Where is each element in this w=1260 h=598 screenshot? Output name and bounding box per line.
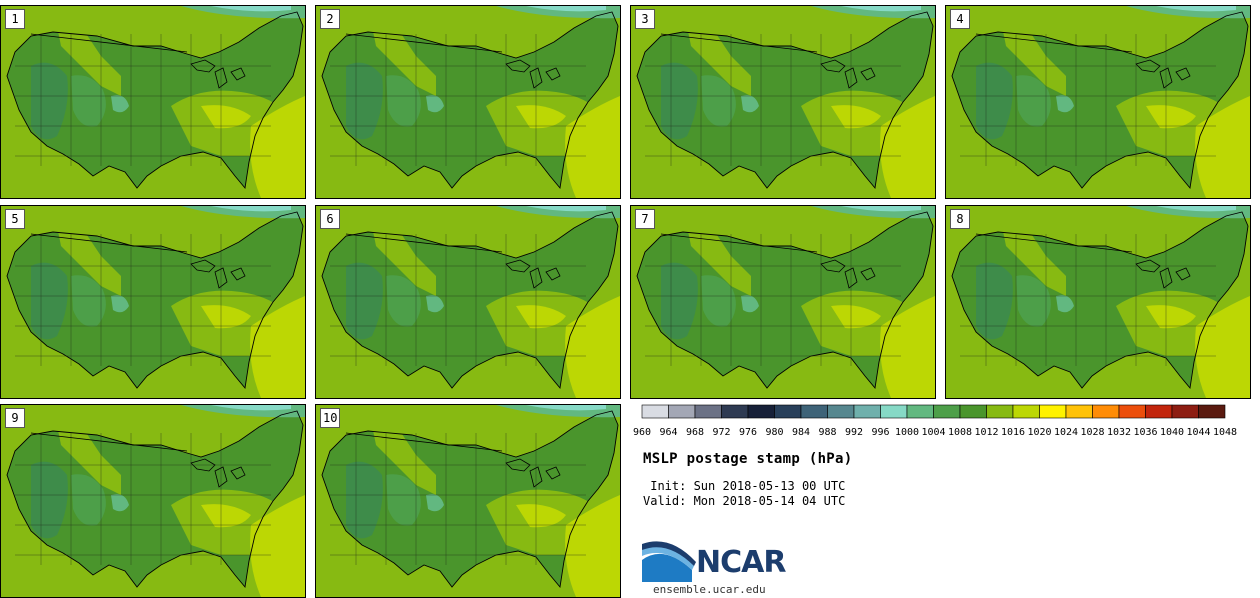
colorbar-tick-label: 1028 bbox=[1080, 427, 1104, 438]
colorbar-tick-label: 992 bbox=[845, 427, 863, 438]
colorbar-swatch bbox=[1171, 404, 1199, 419]
panel-number: 1 bbox=[5, 9, 25, 29]
mslp-map bbox=[631, 206, 935, 398]
panel-number: 9 bbox=[5, 408, 25, 428]
colorbar-tick-label: 1016 bbox=[1001, 427, 1025, 438]
colorbar: 960 964 968 972 976 980 984 988 992 996 1000 1004 10… bbox=[633, 404, 1250, 439]
colorbar-tick-label: 1032 bbox=[1107, 427, 1131, 438]
colorbar-tick-label: 1004 bbox=[921, 427, 945, 438]
colorbar-swatch bbox=[1039, 404, 1067, 419]
colorbar-swatch bbox=[668, 404, 696, 419]
colorbar-tick-label: 964 bbox=[659, 427, 677, 438]
postage-stamp-panel[interactable]: 7 bbox=[630, 205, 936, 399]
postage-stamp-panel[interactable]: 3 bbox=[630, 5, 936, 199]
postage-stamp-panel[interactable]: 6 bbox=[315, 205, 621, 399]
mslp-map bbox=[316, 6, 620, 198]
panel-number: 7 bbox=[635, 209, 655, 229]
mslp-map bbox=[1, 6, 305, 198]
valid-time: Valid: Mon 2018-05-14 04 UTC bbox=[643, 494, 846, 508]
colorbar-svg: 960 964 968 972 976 980 984 988 992 996 1000 1004 10… bbox=[633, 404, 1237, 438]
colorbar-swatch bbox=[1118, 404, 1146, 419]
site-url[interactable]: ensemble.ucar.edu bbox=[653, 583, 766, 596]
colorbar-swatch bbox=[1198, 404, 1226, 419]
colorbar-swatch bbox=[986, 404, 1014, 419]
init-time: Init: Sun 2018-05-13 00 UTC bbox=[643, 479, 846, 493]
colorbar-swatch bbox=[933, 404, 961, 419]
colorbar-tick-label: 968 bbox=[686, 427, 704, 438]
postage-stamp-panel[interactable]: 2 bbox=[315, 5, 621, 199]
colorbar-tick-label: 1048 bbox=[1213, 427, 1237, 438]
panel-number: 5 bbox=[5, 209, 25, 229]
postage-stamp-panel[interactable]: 9 bbox=[0, 404, 306, 598]
colorbar-tick-label: 1000 bbox=[895, 427, 919, 438]
panel-number: 10 bbox=[320, 408, 341, 428]
colorbar-swatch bbox=[853, 404, 881, 419]
ncar-logo-text: NCAR bbox=[696, 545, 786, 580]
postage-stamp-panel[interactable]: 8 bbox=[945, 205, 1251, 399]
colorbar-swatch bbox=[1092, 404, 1120, 419]
mslp-map bbox=[316, 206, 620, 398]
colorbar-swatch bbox=[1065, 404, 1093, 419]
colorbar-swatch bbox=[1012, 404, 1040, 419]
colorbar-tick-label: 972 bbox=[712, 427, 730, 438]
colorbar-swatch bbox=[880, 404, 908, 419]
postage-stamp-panel[interactable]: 1 bbox=[0, 5, 306, 199]
colorbar-tick-label: 996 bbox=[871, 427, 889, 438]
colorbar-tick-label: 1036 bbox=[1133, 427, 1157, 438]
postage-stamp-panel[interactable]: 5 bbox=[0, 205, 306, 399]
colorbar-tick-label: 1008 bbox=[948, 427, 972, 438]
colorbar-tick-label: 1044 bbox=[1186, 427, 1210, 438]
colorbar-tick-label: 984 bbox=[792, 427, 810, 438]
colorbar-swatch bbox=[906, 404, 934, 419]
colorbar-swatch bbox=[747, 404, 775, 419]
colorbar-swatch bbox=[827, 404, 855, 419]
colorbar-tick-label: 1040 bbox=[1160, 427, 1184, 438]
panel-number: 2 bbox=[320, 9, 340, 29]
colorbar-tick-label: 1024 bbox=[1054, 427, 1078, 438]
colorbar-tick-label: 988 bbox=[818, 427, 836, 438]
mslp-map bbox=[1, 405, 305, 597]
colorbar-tick-label: 1012 bbox=[974, 427, 998, 438]
ncar-logo-icon bbox=[642, 541, 696, 582]
colorbar-swatch bbox=[721, 404, 749, 419]
panel-number: 3 bbox=[635, 9, 655, 29]
mslp-map bbox=[946, 6, 1250, 198]
postage-stamp-panel[interactable]: 4 bbox=[945, 5, 1251, 199]
mslp-map bbox=[1, 206, 305, 398]
postage-stamp-panel[interactable]: 10 bbox=[315, 404, 621, 598]
panel-number: 8 bbox=[950, 209, 970, 229]
colorbar-tick-label: 1020 bbox=[1027, 427, 1051, 438]
mslp-map bbox=[946, 206, 1250, 398]
colorbar-swatch bbox=[1145, 404, 1173, 419]
panel-number: 6 bbox=[320, 209, 340, 229]
colorbar-swatch bbox=[641, 404, 669, 419]
colorbar-swatch bbox=[800, 404, 828, 419]
page-title: MSLP postage stamp (hPa) bbox=[643, 451, 853, 467]
colorbar-tick-label: 980 bbox=[765, 427, 783, 438]
colorbar-swatch bbox=[694, 404, 722, 419]
colorbar-tick-label: 976 bbox=[739, 427, 757, 438]
mslp-map bbox=[316, 405, 620, 597]
panel-number: 4 bbox=[950, 9, 970, 29]
mslp-map bbox=[631, 6, 935, 198]
colorbar-swatch bbox=[774, 404, 802, 419]
colorbar-tick-label: 960 bbox=[633, 427, 651, 438]
colorbar-swatch bbox=[959, 404, 987, 419]
